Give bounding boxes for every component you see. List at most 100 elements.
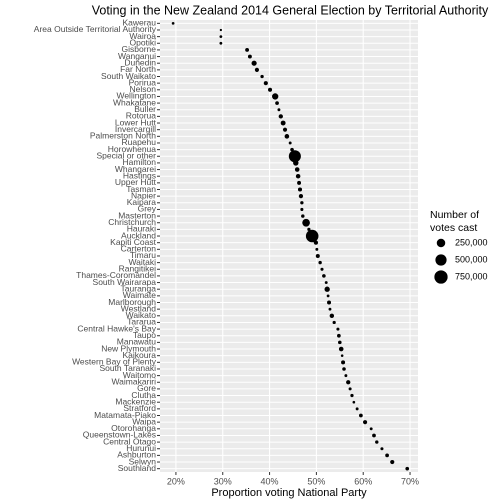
y-tick-label: Manawatu [117, 337, 156, 347]
dot [315, 247, 319, 251]
y-tick-label: South Wairarapa [93, 277, 157, 287]
y-tick-label: Tauranga [121, 283, 157, 293]
legend-title: votes cast [430, 222, 477, 234]
dot [288, 141, 292, 145]
y-tick-label: Central Hawke's Bay [77, 323, 156, 333]
y-tick-label: Christchurch [108, 217, 156, 227]
dot [294, 167, 300, 172]
dot [327, 300, 332, 305]
y-tick-label: Stratford [123, 403, 156, 413]
x-tick-label: 60% [354, 476, 372, 486]
y-tick-label: Nelson [130, 84, 157, 94]
dot [282, 127, 288, 132]
dot [369, 427, 373, 431]
dot [302, 218, 310, 227]
dot [363, 420, 368, 425]
y-tick-label: Hamilton [122, 157, 156, 167]
y-tick-label: Marlborough [108, 297, 156, 307]
dot [219, 35, 223, 39]
dot [219, 28, 223, 32]
y-tick-label: Waimate [123, 290, 156, 300]
y-tick-label: Kawerau [122, 18, 156, 28]
dot [390, 459, 395, 465]
y-tick-label: Wairoa [129, 31, 156, 41]
y-tick-label: Timaru [130, 250, 156, 260]
legend-label: 750,000 [455, 271, 488, 281]
dot [277, 108, 281, 112]
dot [328, 307, 332, 311]
dot [344, 374, 348, 378]
dot [350, 393, 354, 398]
dot [324, 286, 330, 292]
y-tick-label: Clutha [131, 390, 156, 400]
y-tick-label: New Plymouth [101, 343, 156, 353]
y-tick-label: Otorohanga [111, 423, 156, 433]
plot-background [160, 20, 418, 472]
y-tick-label: Matamata-Piako [94, 410, 156, 420]
dot [219, 41, 223, 45]
dot [380, 447, 384, 451]
y-tick-label: Upper Hutt [115, 177, 157, 187]
y-tick-label: Central Otago [103, 436, 156, 446]
dot [359, 413, 363, 418]
dot [295, 173, 301, 179]
y-tick-label: Buller [134, 104, 156, 114]
y-tick-label: Waitomo [123, 370, 156, 380]
dot [337, 333, 341, 338]
dot [297, 187, 303, 192]
legend-label: 500,000 [455, 254, 488, 264]
y-tick-label: Dunedin [124, 57, 156, 67]
dot [263, 81, 268, 86]
dot [315, 253, 320, 258]
legend-dot [435, 254, 447, 266]
y-tick-label: Kaipara [127, 197, 157, 207]
dot [318, 260, 322, 265]
y-tick-label: Lower Hutt [115, 117, 157, 127]
y-tick-label: Gore [137, 383, 156, 393]
dot [372, 433, 376, 438]
legend-title: Number of [430, 209, 479, 221]
chart-title: Voting in the New Zealand 2014 General E… [92, 3, 489, 17]
dot [260, 74, 264, 79]
y-tick-label: Whakatane [113, 97, 156, 107]
dot [338, 346, 344, 352]
dot [405, 466, 410, 471]
y-tick-label: Westland [121, 303, 157, 313]
legend-label: 250,000 [455, 237, 488, 247]
dot [278, 114, 283, 119]
dot [341, 360, 346, 365]
y-tick-label: Southland [118, 463, 157, 473]
y-tick-label: Waimakariri [111, 377, 156, 387]
y-tick-label: Western Bay of Plenty [72, 357, 157, 367]
y-tick-label: Gisborne [122, 44, 157, 54]
dot [375, 440, 379, 444]
dot [305, 229, 319, 243]
dot [340, 354, 344, 357]
y-tick-label: South Taranaki [99, 363, 156, 373]
y-tick-label: Taupo [133, 330, 156, 340]
y-tick-label: Ruapehu [121, 137, 156, 147]
dot [300, 207, 304, 211]
dot [268, 87, 273, 92]
y-tick-label: Grey [138, 204, 157, 214]
y-tick-label: Palmerston North [90, 131, 156, 141]
y-tick-label: Waipa [132, 416, 156, 426]
y-tick-label: Auckland [121, 230, 156, 240]
y-tick-label: Ashburton [117, 450, 156, 460]
y-tick-label: Queenstown-Lakes [83, 430, 156, 440]
dot [245, 47, 250, 52]
y-tick-label: Kapiti Coast [110, 237, 156, 247]
y-tick-label: Waitaki [128, 257, 156, 267]
dot [275, 101, 279, 105]
y-tick-label: Selwyn [129, 456, 157, 466]
dot [307, 227, 311, 231]
x-tick-label: 70% [401, 476, 419, 486]
dot [336, 327, 340, 331]
dot [297, 180, 302, 185]
dot [326, 294, 330, 298]
dot [346, 380, 351, 385]
dot [329, 313, 335, 319]
y-tick-label: Hastings [123, 170, 156, 180]
dot [280, 120, 286, 126]
y-tick-label: Far North [120, 64, 156, 74]
